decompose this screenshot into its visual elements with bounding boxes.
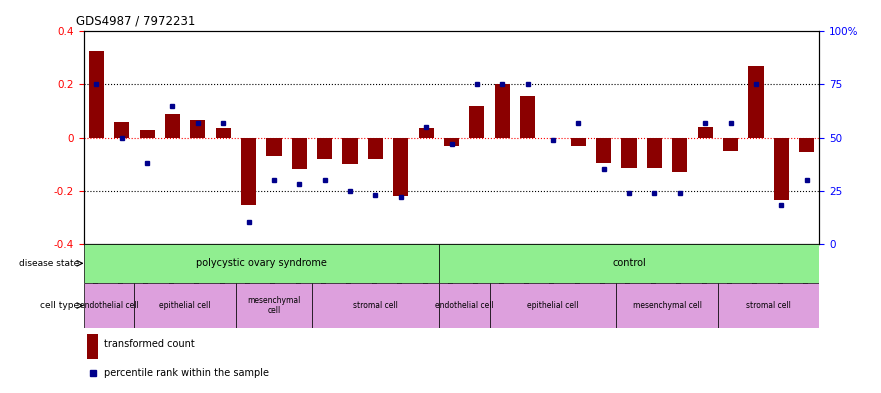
Text: polycystic ovary syndrome: polycystic ovary syndrome [196, 258, 327, 268]
Text: cell type: cell type [41, 301, 79, 310]
Bar [84, 244, 439, 283]
Bar [89, 51, 104, 138]
Bar [672, 138, 687, 172]
Bar [748, 66, 764, 138]
Bar [647, 138, 662, 168]
Bar [241, 138, 256, 205]
Bar [418, 128, 433, 138]
Bar [439, 283, 490, 328]
Bar [723, 138, 738, 151]
Bar [292, 138, 307, 169]
Text: epithelial cell: epithelial cell [527, 301, 579, 310]
Bar [490, 283, 617, 328]
Bar [139, 130, 155, 138]
Bar [87, 334, 99, 360]
Bar [343, 138, 358, 164]
Text: stromal cell: stromal cell [746, 301, 791, 310]
Text: GDS4987 / 7972231: GDS4987 / 7972231 [77, 15, 196, 28]
Bar [190, 120, 205, 138]
Text: disease state: disease state [19, 259, 79, 268]
Bar [266, 138, 282, 156]
Bar [494, 84, 510, 138]
Text: mesenchymal
cell: mesenchymal cell [248, 296, 300, 315]
Text: endothelial cell: endothelial cell [435, 301, 493, 310]
Bar [312, 283, 439, 328]
Text: stromal cell: stromal cell [353, 301, 398, 310]
Bar [470, 106, 485, 138]
Bar [571, 138, 586, 145]
Bar [236, 283, 312, 328]
Bar [135, 283, 236, 328]
Bar [774, 138, 788, 200]
Text: epithelial cell: epithelial cell [159, 301, 211, 310]
Bar [520, 96, 536, 138]
Bar [718, 283, 819, 328]
Bar [216, 128, 231, 138]
Text: control: control [612, 258, 646, 268]
Bar [84, 283, 135, 328]
Bar [393, 138, 409, 196]
Bar [617, 283, 718, 328]
Bar [698, 127, 713, 138]
Bar [367, 138, 383, 159]
Bar [444, 138, 459, 145]
Bar [799, 138, 814, 152]
Bar [439, 244, 819, 283]
Bar [621, 138, 637, 168]
Text: percentile rank within the sample: percentile rank within the sample [104, 367, 269, 378]
Text: mesenchymal cell: mesenchymal cell [633, 301, 701, 310]
Bar [317, 138, 332, 159]
Bar [165, 114, 180, 138]
Bar [596, 138, 611, 163]
Text: transformed count: transformed count [104, 339, 195, 349]
Text: endothelial cell: endothelial cell [79, 301, 138, 310]
Bar [115, 121, 130, 138]
